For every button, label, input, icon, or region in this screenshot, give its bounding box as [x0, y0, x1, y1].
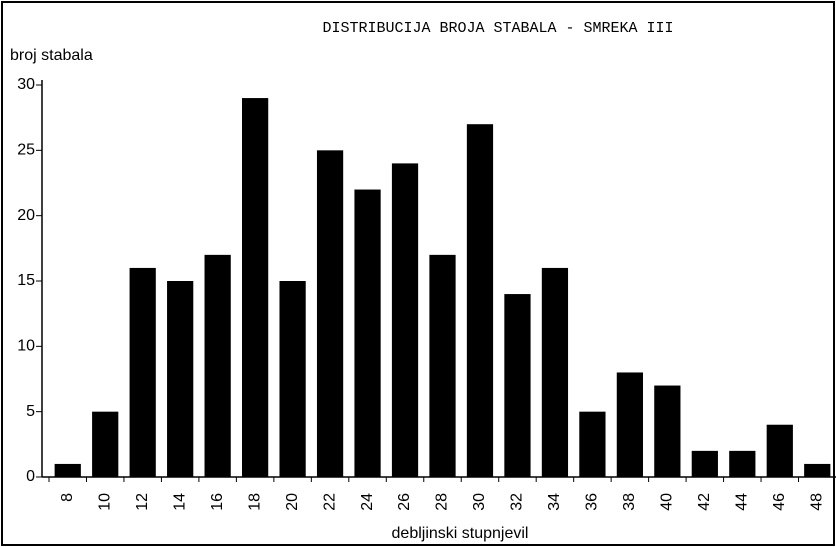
x-tick-label: 8: [59, 493, 76, 502]
y-tick-label: 25: [17, 142, 35, 159]
bar: [354, 189, 381, 478]
x-tick-label: 40: [659, 493, 676, 511]
x-tick-label: 46: [771, 493, 788, 511]
bar: [279, 281, 306, 477]
bar: [204, 254, 231, 477]
bar: [167, 281, 194, 477]
bar: [504, 294, 531, 477]
x-tick-label: 24: [359, 493, 376, 511]
bar: [804, 463, 831, 477]
chart-title: DISTRIBUCIJA BROJA STABALA - SMREKA III: [322, 20, 673, 37]
bar: [766, 424, 793, 477]
x-tick-label: 28: [434, 493, 451, 511]
x-tick-label: 36: [584, 493, 601, 511]
x-tick-label: 30: [471, 493, 488, 511]
x-axis-label: debljinski stupnjevil: [392, 525, 529, 542]
x-tick-label: 22: [321, 493, 338, 511]
bar: [616, 372, 643, 477]
x-tick-label: 42: [696, 493, 713, 511]
x-tick-label: 18: [246, 493, 263, 511]
y-tick-label: 5: [26, 403, 35, 420]
bar: [92, 411, 119, 477]
bar: [729, 450, 756, 477]
bar: [541, 267, 569, 477]
y-axis-label: broj stabala: [10, 47, 93, 64]
x-tick-label: 16: [209, 493, 226, 511]
bar: [691, 450, 718, 477]
x-tick-label: 26: [396, 493, 413, 511]
x-tick-label: 34: [546, 493, 563, 511]
bar: [429, 254, 456, 477]
y-tick-label: 20: [17, 207, 35, 224]
x-tick-label: 20: [284, 493, 301, 511]
x-tick-label: 32: [509, 493, 526, 511]
x-tick-label: 14: [171, 493, 188, 511]
y-tick-label: 0: [26, 468, 35, 485]
bar: [54, 463, 81, 477]
y-tick-label: 15: [17, 272, 35, 289]
bar: [316, 150, 344, 478]
x-tick-label: 10: [96, 493, 113, 511]
bar: [466, 124, 494, 477]
x-tick-label: 38: [621, 493, 638, 511]
bar: [391, 163, 419, 477]
x-tick-label: 44: [734, 493, 751, 511]
y-tick-label: 10: [17, 338, 35, 355]
bar: [129, 267, 156, 477]
bar: [242, 98, 269, 478]
x-tick-label: 12: [134, 493, 151, 511]
bar: [579, 411, 606, 477]
y-tick-label: 30: [17, 76, 35, 93]
x-tick-label: 48: [808, 493, 825, 511]
bar: [654, 385, 681, 477]
